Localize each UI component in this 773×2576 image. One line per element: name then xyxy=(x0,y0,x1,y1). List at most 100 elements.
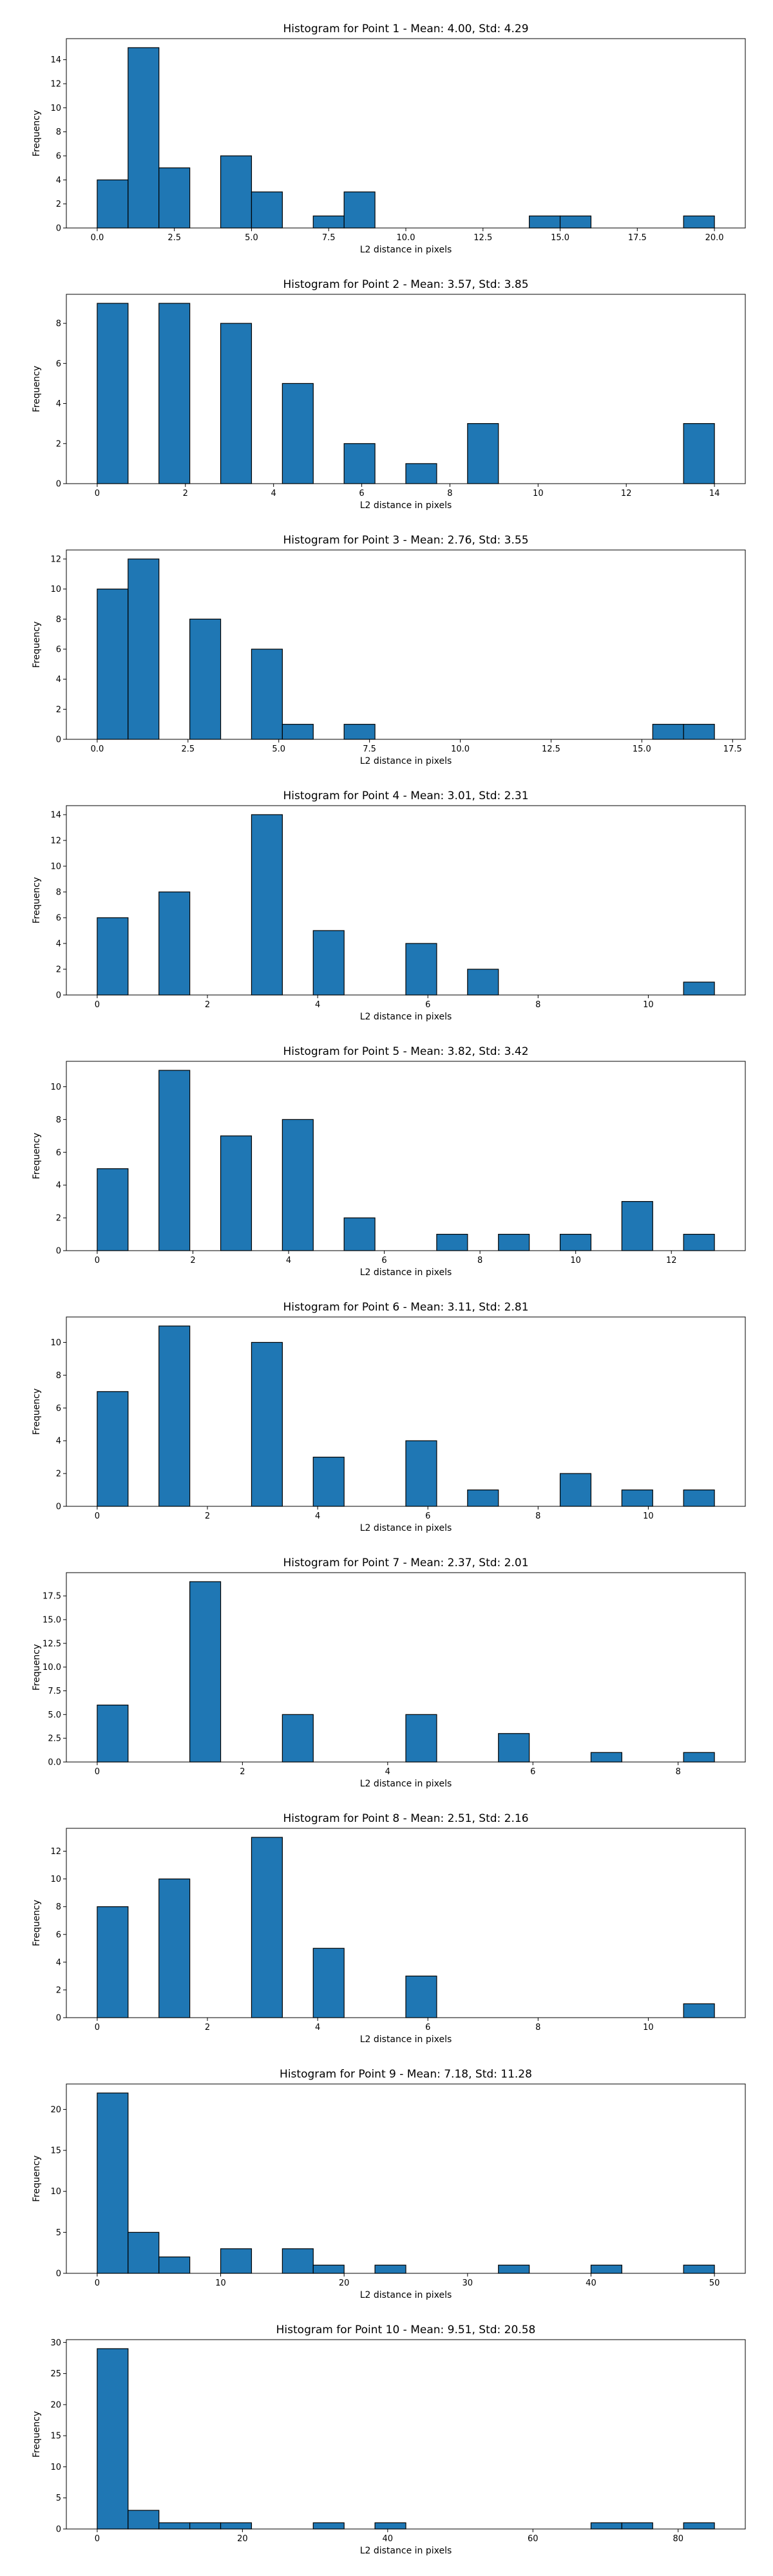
x-tick-label: 12.5 xyxy=(473,233,492,243)
y-tick-label: 14 xyxy=(50,811,61,820)
y-tick-label: 8 xyxy=(56,1115,61,1125)
x-axis-label: L2 distance in pixels xyxy=(360,1012,452,1022)
x-axis-label: L2 distance in pixels xyxy=(360,2034,452,2045)
y-axis-label: Frequency xyxy=(32,2411,42,2458)
y-tick-label: 0 xyxy=(56,480,61,489)
y-tick-label: 30 xyxy=(50,2338,61,2348)
plot-area-frame xyxy=(66,1828,746,2018)
histogram-bar xyxy=(97,2092,129,2274)
x-tick-label: 0 xyxy=(95,1000,100,1010)
histogram-bar xyxy=(128,558,160,740)
x-tick-label: 4 xyxy=(315,1000,320,1010)
x-tick-label: 5.0 xyxy=(272,744,285,754)
x-tick-label: 2.5 xyxy=(167,233,181,243)
histogram-bar xyxy=(251,649,283,740)
histogram-bar xyxy=(97,303,129,484)
histogram-bar xyxy=(220,155,253,229)
histogram-bar xyxy=(312,215,345,229)
y-tick-label: 15 xyxy=(50,2146,61,2156)
y-tick-label: 4 xyxy=(56,940,61,949)
x-tick-label: 6 xyxy=(381,1256,386,1265)
histogram-bar xyxy=(436,1233,468,1251)
histogram-bar xyxy=(251,1837,283,2018)
histogram-bar xyxy=(498,1233,530,1251)
x-axis-label: L2 distance in pixels xyxy=(360,756,452,766)
histogram-bar xyxy=(97,917,129,996)
histogram-bar xyxy=(683,215,715,229)
x-tick-label: 10 xyxy=(643,1000,654,1010)
histogram-bar xyxy=(405,463,437,484)
x-tick-label: 6 xyxy=(425,1511,430,1521)
histogram-panel-3: Histogram for Point 3 - Mean: 2.76, Std:… xyxy=(32,534,746,766)
chart-title: Histogram for Point 6 - Mean: 3.11, Std:… xyxy=(283,1301,528,1314)
histogram-bar xyxy=(282,2248,314,2274)
histogram-panel-9: Histogram for Point 9 - Mean: 7.18, Std:… xyxy=(32,2068,746,2300)
x-tick-label: 15.0 xyxy=(551,233,569,243)
y-tick-label: 4 xyxy=(56,176,61,185)
y-tick-label: 12 xyxy=(50,555,61,565)
histogram-bar xyxy=(251,814,283,996)
x-tick-label: 7.5 xyxy=(322,233,336,243)
histogram-bar xyxy=(251,191,283,229)
histogram-panel-7: Histogram for Point 7 - Mean: 2.37, Std:… xyxy=(32,1557,746,1789)
y-tick-label: 0 xyxy=(56,735,61,745)
y-axis-label: Frequency xyxy=(32,877,42,923)
y-tick-label: 7.5 xyxy=(48,1687,61,1696)
x-axis-label: L2 distance in pixels xyxy=(360,2546,452,2556)
y-axis-label: Frequency xyxy=(32,366,42,412)
y-tick-label: 15.0 xyxy=(43,1615,61,1625)
x-tick-label: 30 xyxy=(463,2278,473,2288)
x-tick-label: 8 xyxy=(676,1767,681,1777)
x-tick-label: 0 xyxy=(95,489,100,498)
y-tick-label: 6 xyxy=(56,645,61,655)
y-axis-label: Frequency xyxy=(32,110,42,156)
chart-title: Histogram for Point 10 - Mean: 9.51, Std… xyxy=(276,2324,536,2336)
x-tick-label: 0 xyxy=(95,1511,100,1521)
histogram-bar xyxy=(158,1879,191,2018)
x-tick-label: 14 xyxy=(709,489,720,498)
histogram-bar xyxy=(97,1704,129,1763)
y-tick-label: 20 xyxy=(50,2400,61,2410)
y-tick-label: 8 xyxy=(56,888,61,898)
histogram-bar xyxy=(158,2522,191,2530)
histogram-bar xyxy=(312,2522,345,2530)
histogram-bar xyxy=(343,191,376,229)
histogram-bar xyxy=(405,1975,437,2018)
y-axis-label: Frequency xyxy=(32,621,42,668)
histogram-bar xyxy=(498,1733,530,1763)
y-tick-label: 15 xyxy=(50,2432,61,2441)
x-tick-label: 10 xyxy=(570,1256,581,1265)
histogram-bar xyxy=(312,930,345,996)
y-tick-label: 2 xyxy=(56,439,61,449)
y-tick-label: 4 xyxy=(56,1958,61,1967)
histogram-bar xyxy=(590,1752,622,1763)
y-tick-label: 4 xyxy=(56,1437,61,1446)
x-tick-label: 0 xyxy=(95,1767,100,1777)
x-tick-label: 2.5 xyxy=(181,744,195,754)
histogram-bar xyxy=(158,167,191,229)
x-tick-label: 17.5 xyxy=(723,744,742,754)
histogram-bar xyxy=(220,2248,253,2274)
histogram-bar xyxy=(220,323,253,484)
x-tick-label: 15.0 xyxy=(633,744,651,754)
x-axis-label: L2 distance in pixels xyxy=(360,1523,452,1533)
y-tick-label: 0 xyxy=(56,1247,61,1256)
x-tick-label: 6 xyxy=(425,2023,430,2032)
chart-title: Histogram for Point 5 - Mean: 3.82, Std:… xyxy=(283,1045,528,1058)
x-axis-label: L2 distance in pixels xyxy=(360,1267,452,1278)
y-tick-label: 12 xyxy=(50,837,61,846)
histogram-bar xyxy=(467,969,499,996)
y-tick-label: 0 xyxy=(56,2269,61,2279)
y-tick-label: 6 xyxy=(56,1404,61,1414)
y-tick-label: 8 xyxy=(56,615,61,625)
x-tick-label: 20.0 xyxy=(705,233,724,243)
histogram-bar xyxy=(405,1440,437,1507)
x-tick-label: 40 xyxy=(383,2534,394,2544)
histogram-bar xyxy=(343,1217,376,1251)
histogram-panel-6: Histogram for Point 6 - Mean: 3.11, Std:… xyxy=(32,1301,746,1533)
x-tick-label: 4 xyxy=(271,489,276,498)
x-tick-label: 0.0 xyxy=(91,744,104,754)
y-tick-label: 10 xyxy=(50,104,61,113)
histogram-bar xyxy=(467,1489,499,1507)
histogram-bar xyxy=(128,2231,160,2274)
